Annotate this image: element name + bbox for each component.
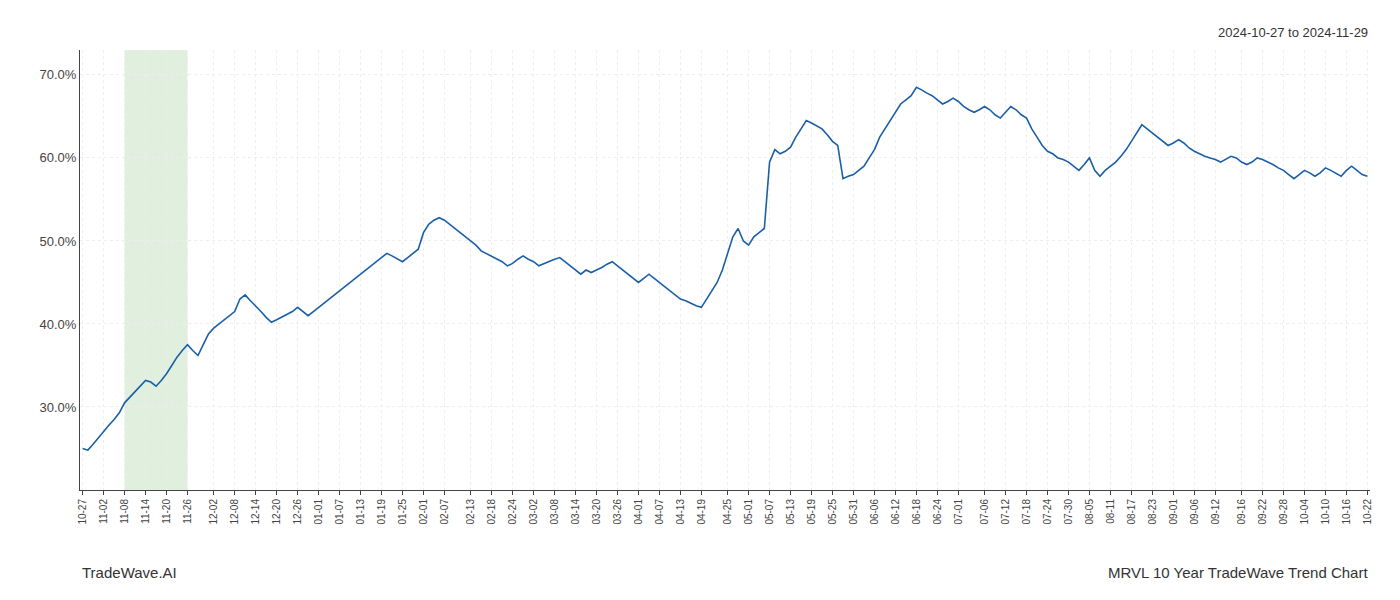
svg-text:04-25: 04-25 (722, 499, 733, 525)
svg-text:08-11: 08-11 (1105, 499, 1116, 524)
svg-text:09-06: 09-06 (1189, 499, 1200, 525)
svg-text:30.0%: 30.0% (40, 400, 77, 415)
svg-text:05-13: 05-13 (785, 499, 796, 525)
svg-text:04-07: 04-07 (654, 499, 665, 525)
svg-text:11-20: 11-20 (161, 499, 172, 524)
svg-text:01-13: 01-13 (355, 499, 366, 525)
svg-text:03-14: 03-14 (570, 499, 581, 525)
svg-text:02-07: 02-07 (439, 499, 450, 525)
svg-text:03-20: 03-20 (591, 499, 602, 525)
svg-text:12-02: 12-02 (208, 499, 219, 525)
svg-text:MRVL 10 Year TradeWave Trend C: MRVL 10 Year TradeWave Trend Chart (1108, 564, 1368, 581)
svg-text:70.0%: 70.0% (40, 67, 77, 82)
svg-text:05-01: 05-01 (743, 499, 754, 525)
svg-text:09-01: 09-01 (1168, 499, 1179, 525)
svg-text:06-06: 06-06 (869, 499, 880, 525)
svg-text:11-14: 11-14 (140, 499, 151, 524)
svg-text:09-28: 09-28 (1278, 499, 1289, 525)
svg-text:01-19: 01-19 (376, 499, 387, 525)
svg-text:09-22: 09-22 (1257, 499, 1268, 525)
svg-text:07-12: 07-12 (1000, 499, 1011, 525)
svg-text:03-02: 03-02 (528, 499, 539, 525)
svg-text:02-13: 02-13 (465, 499, 476, 525)
svg-text:12-08: 12-08 (229, 499, 240, 525)
svg-text:01-25: 01-25 (397, 499, 408, 525)
svg-text:04-13: 04-13 (675, 499, 686, 525)
svg-text:08-05: 08-05 (1084, 499, 1095, 525)
svg-text:06-12: 06-12 (890, 499, 901, 525)
svg-text:03-08: 03-08 (549, 499, 560, 525)
svg-text:01-01: 01-01 (313, 499, 324, 525)
svg-text:12-20: 12-20 (271, 499, 282, 525)
svg-text:07-24: 07-24 (1042, 499, 1053, 525)
svg-text:12-26: 12-26 (292, 499, 303, 525)
svg-text:06-24: 06-24 (932, 499, 943, 525)
svg-text:05-25: 05-25 (827, 499, 838, 525)
svg-text:01-07: 01-07 (334, 499, 345, 525)
svg-text:60.0%: 60.0% (40, 150, 77, 165)
svg-text:09-16: 09-16 (1236, 499, 1247, 525)
svg-text:08-17: 08-17 (1126, 499, 1137, 525)
svg-text:10-27: 10-27 (77, 499, 88, 525)
svg-text:11-08: 11-08 (119, 499, 130, 524)
svg-text:11-26: 11-26 (182, 499, 193, 524)
svg-text:10-10: 10-10 (1320, 499, 1331, 525)
svg-text:40.0%: 40.0% (40, 317, 77, 332)
svg-text:07-01: 07-01 (953, 499, 964, 525)
svg-text:10-04: 10-04 (1299, 499, 1310, 525)
svg-text:08-23: 08-23 (1147, 499, 1158, 525)
svg-text:10-22: 10-22 (1362, 499, 1373, 525)
svg-text:03-26: 03-26 (612, 499, 623, 525)
svg-text:02-18: 02-18 (486, 499, 497, 525)
svg-text:05-31: 05-31 (848, 499, 859, 525)
svg-text:05-07: 05-07 (764, 499, 775, 525)
svg-text:07-18: 07-18 (1021, 499, 1032, 525)
svg-text:TradeWave.AI: TradeWave.AI (82, 564, 177, 581)
svg-text:07-06: 07-06 (979, 499, 990, 525)
svg-text:12-14: 12-14 (250, 499, 261, 525)
svg-text:06-18: 06-18 (911, 499, 922, 525)
svg-text:50.0%: 50.0% (40, 233, 77, 248)
svg-text:10-16: 10-16 (1341, 499, 1352, 525)
svg-text:2024-10-27 to 2024-11-29: 2024-10-27 to 2024-11-29 (1218, 25, 1368, 40)
svg-text:05-19: 05-19 (806, 499, 817, 525)
svg-text:11-02: 11-02 (98, 499, 109, 524)
svg-text:04-19: 04-19 (696, 499, 707, 525)
svg-text:09-12: 09-12 (1210, 499, 1221, 525)
svg-text:04-01: 04-01 (633, 499, 644, 525)
svg-text:02-24: 02-24 (507, 499, 518, 525)
svg-text:07-30: 07-30 (1063, 499, 1074, 525)
svg-text:02-01: 02-01 (418, 499, 429, 525)
